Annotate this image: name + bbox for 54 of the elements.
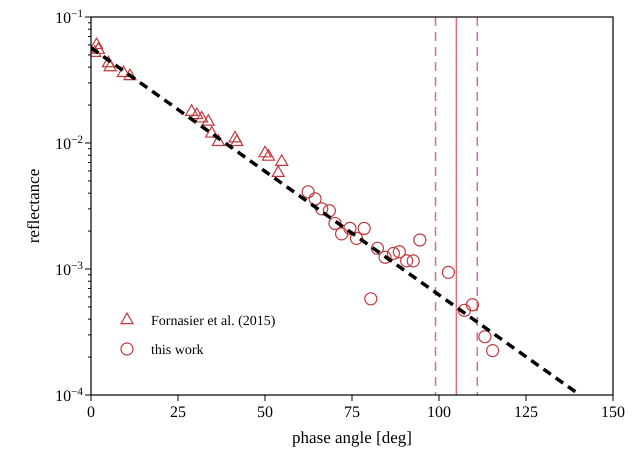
x-tick-label: 125 bbox=[514, 404, 538, 421]
point bbox=[262, 149, 276, 161]
legend-label: this work bbox=[151, 343, 204, 358]
point bbox=[413, 233, 426, 247]
point bbox=[116, 65, 130, 78]
x-tick-label: 100 bbox=[427, 404, 451, 421]
point bbox=[442, 266, 455, 279]
point bbox=[190, 107, 204, 120]
x-axis-title: phase angle [deg] bbox=[292, 428, 412, 447]
point bbox=[364, 292, 378, 306]
point bbox=[302, 185, 315, 198]
x-tick-label: 0 bbox=[87, 404, 95, 421]
point bbox=[91, 37, 104, 50]
x-tick-label: 50 bbox=[257, 404, 273, 421]
point bbox=[392, 245, 406, 258]
point bbox=[350, 232, 364, 245]
point bbox=[202, 114, 215, 126]
point bbox=[272, 165, 285, 178]
point bbox=[275, 154, 288, 166]
point bbox=[328, 216, 342, 230]
x-tick-label: 25 bbox=[170, 404, 186, 421]
point bbox=[358, 222, 371, 235]
y-tick-label: 10$^{−3}$ bbox=[55, 260, 84, 279]
y-tick-label: 10$^{−4}$ bbox=[55, 386, 84, 405]
point bbox=[205, 126, 218, 138]
point bbox=[228, 130, 242, 142]
point bbox=[315, 202, 328, 216]
point bbox=[378, 250, 392, 264]
point bbox=[400, 254, 414, 268]
point bbox=[370, 242, 384, 255]
y-axis-title: reflectance bbox=[24, 168, 43, 244]
point bbox=[458, 304, 472, 317]
point bbox=[406, 254, 420, 268]
legend-label: Fornasier et al. (2015) bbox=[151, 314, 276, 329]
point bbox=[212, 134, 225, 146]
y-tick-label: 10$^{−2}$ bbox=[55, 134, 83, 153]
point bbox=[258, 146, 272, 158]
point bbox=[334, 227, 348, 240]
point bbox=[478, 330, 492, 344]
point bbox=[92, 42, 105, 54]
point bbox=[102, 56, 115, 68]
x-tick-label: 75 bbox=[344, 404, 360, 421]
point bbox=[230, 134, 244, 146]
point bbox=[466, 298, 480, 312]
point bbox=[308, 192, 322, 206]
point bbox=[386, 246, 400, 260]
point bbox=[343, 222, 357, 235]
point bbox=[486, 344, 500, 358]
point bbox=[184, 104, 198, 116]
y-tick-label: 10$^{−1}$ bbox=[55, 8, 83, 27]
point bbox=[123, 68, 137, 80]
point bbox=[195, 110, 208, 123]
x-tick-label: 150 bbox=[601, 404, 625, 421]
point bbox=[104, 60, 117, 72]
